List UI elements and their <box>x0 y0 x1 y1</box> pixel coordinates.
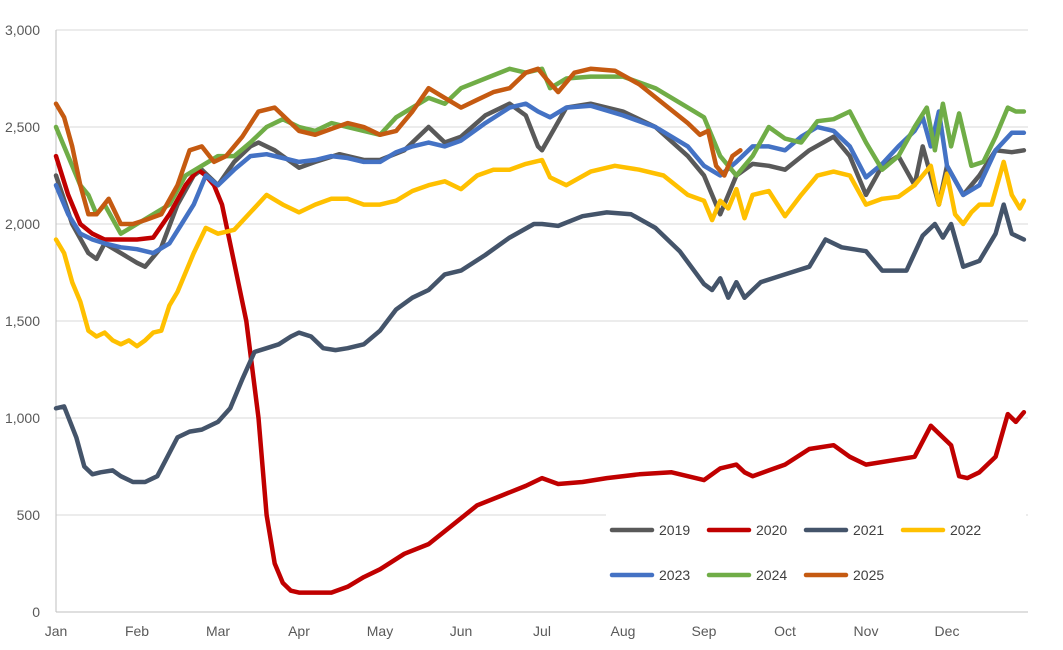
x-tick-label: Jul <box>533 623 551 639</box>
y-tick-label: 500 <box>17 507 41 523</box>
x-tick-label: Nov <box>854 623 879 639</box>
legend-label-2025: 2025 <box>853 567 884 583</box>
series-lines <box>53 66 1027 595</box>
x-tick-label: Oct <box>774 623 796 639</box>
legend-label-2019: 2019 <box>659 522 690 538</box>
y-tick-label: 2,000 <box>5 216 40 232</box>
series-line-2019 <box>53 101 1027 269</box>
legend-label-2023: 2023 <box>659 567 690 583</box>
series-line-2022 <box>53 157 1027 349</box>
y-tick-label: 1,000 <box>5 410 40 426</box>
x-tick-label: Apr <box>288 623 310 639</box>
legend-label-2020: 2020 <box>756 522 787 538</box>
series-line-2021 <box>53 202 1027 485</box>
legend: 2019 2020 2021 2022 2023 2024 2025 <box>606 512 1026 592</box>
x-tick-label: Jan <box>45 623 68 639</box>
legend-background <box>606 512 1026 592</box>
x-axis: Jan Feb Mar Apr May Jun Jul Aug Sep Oct Nov Dec <box>45 623 960 639</box>
x-tick-label: Feb <box>125 623 149 639</box>
x-tick-label: Mar <box>206 623 230 639</box>
series-line-2023 <box>53 101 1027 256</box>
x-tick-label: Jun <box>450 623 473 639</box>
legend-label-2021: 2021 <box>853 522 884 538</box>
x-tick-label: Dec <box>935 623 960 639</box>
series-line-2020 <box>53 153 1027 595</box>
legend-label-2022: 2022 <box>950 522 981 538</box>
x-tick-label: May <box>367 623 393 639</box>
x-tick-label: Sep <box>692 623 717 639</box>
x-tick-label: Aug <box>611 623 636 639</box>
y-tick-label: 2,500 <box>5 119 40 135</box>
y-axis: 0 500 1,000 1,500 2,000 2,500 3,000 <box>5 22 40 620</box>
series-line-2025 <box>53 66 743 227</box>
legend-label-2024: 2024 <box>756 567 787 583</box>
y-tick-label: 1,500 <box>5 313 40 329</box>
y-tick-label: 0 <box>32 604 40 620</box>
y-tick-label: 3,000 <box>5 22 40 38</box>
